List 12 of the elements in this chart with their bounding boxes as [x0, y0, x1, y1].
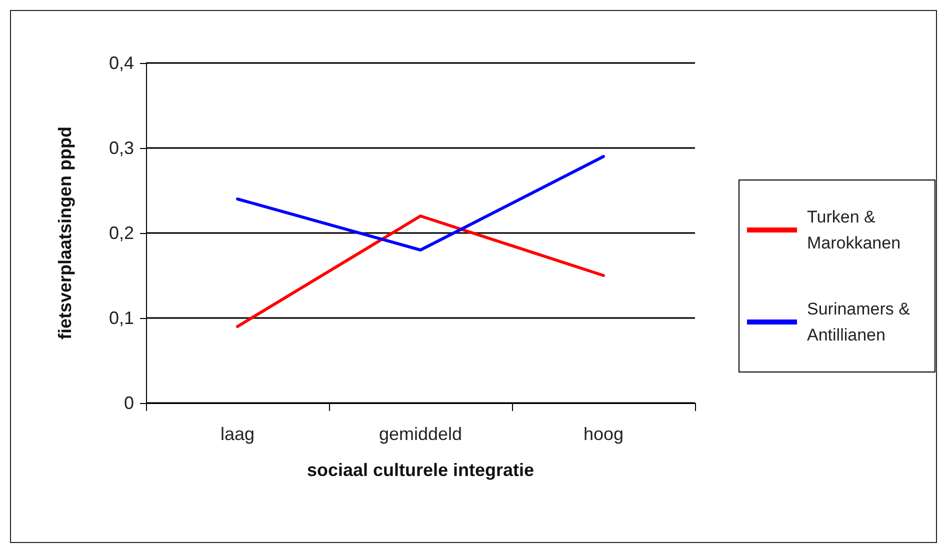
- y-tick-label: 0,4: [108, 53, 134, 73]
- y-tick-label: 0,3: [108, 138, 134, 158]
- y-tick-label: 0,1: [108, 308, 134, 328]
- x-tick-label: gemiddeld: [378, 424, 462, 444]
- legend-label: Turken & Marokkanen: [807, 208, 901, 252]
- x-tick-label: hoog: [583, 424, 624, 444]
- y-tick-label: 0,2: [108, 223, 134, 243]
- legend-label: Surinamers & Antillianen: [807, 300, 915, 344]
- y-axis-title: fietsverplaatsingen pppd: [55, 126, 75, 340]
- x-axis-title: sociaal culturele integratie: [306, 460, 534, 480]
- y-tick-label: 0: [124, 393, 134, 413]
- x-tick-label: laag: [220, 424, 255, 444]
